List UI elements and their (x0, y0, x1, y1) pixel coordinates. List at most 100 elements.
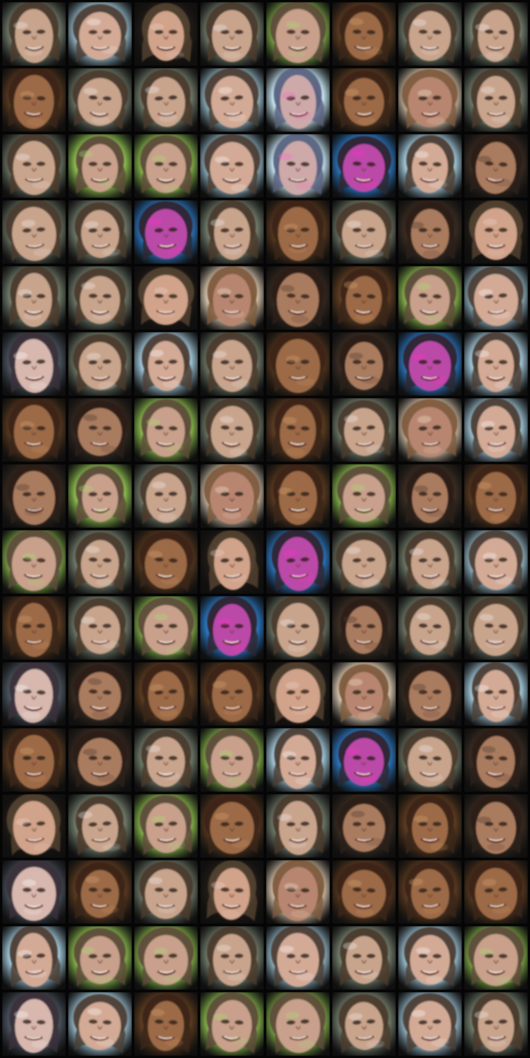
face-tile (398, 68, 462, 132)
face-tile (68, 530, 132, 594)
face-tile (266, 266, 330, 330)
face-tile (464, 596, 528, 660)
face-tile (2, 728, 66, 792)
face-tile (464, 200, 528, 264)
face-tile (200, 68, 264, 132)
face-tile (398, 728, 462, 792)
face-tile (332, 134, 396, 198)
face-tile (464, 134, 528, 198)
face-tile (134, 398, 198, 462)
face-tile (68, 992, 132, 1056)
face-tile (134, 530, 198, 594)
face-tile (2, 530, 66, 594)
face-tile (68, 596, 132, 660)
face-tile (134, 728, 198, 792)
face-tile (200, 662, 264, 726)
face-tile (2, 134, 66, 198)
face-tile (2, 200, 66, 264)
face-tile (200, 200, 264, 264)
face-tile (266, 728, 330, 792)
face-tile (332, 530, 396, 594)
face-tile (398, 2, 462, 66)
face-tile (332, 860, 396, 924)
face-tile (266, 464, 330, 528)
face-tile (68, 926, 132, 990)
face-tile (464, 860, 528, 924)
face-tile (200, 266, 264, 330)
face-tile (398, 266, 462, 330)
face-tile (134, 134, 198, 198)
face-tile (134, 596, 198, 660)
face-tile (2, 992, 66, 1056)
face-tile (134, 464, 198, 528)
face-tile (266, 68, 330, 132)
face-tile (332, 596, 396, 660)
face-tile (2, 266, 66, 330)
face-tile (464, 662, 528, 726)
face-tile (464, 398, 528, 462)
face-tile (200, 464, 264, 528)
face-tile (68, 200, 132, 264)
face-tile (266, 200, 330, 264)
face-tile (134, 266, 198, 330)
face-tile (266, 134, 330, 198)
face-tile (464, 992, 528, 1056)
face-tile (464, 266, 528, 330)
face-tile (134, 926, 198, 990)
face-tile (200, 398, 264, 462)
face-tile (464, 464, 528, 528)
face-tile (398, 530, 462, 594)
face-tile (200, 2, 264, 66)
face-tile (68, 728, 132, 792)
face-tile (200, 992, 264, 1056)
face-tile (332, 992, 396, 1056)
face-tile (134, 200, 198, 264)
face-tile (68, 68, 132, 132)
face-tile (2, 68, 66, 132)
face-tile (2, 662, 66, 726)
face-tile (2, 926, 66, 990)
face-tile (464, 728, 528, 792)
face-tile (200, 134, 264, 198)
face-tile (68, 398, 132, 462)
face-tile (134, 332, 198, 396)
face-tile (200, 794, 264, 858)
face-tile (2, 2, 66, 66)
face-tile (266, 2, 330, 66)
face-tile (134, 860, 198, 924)
face-tile (332, 266, 396, 330)
face-tile (332, 926, 396, 990)
face-tile (464, 794, 528, 858)
face-tile (332, 200, 396, 264)
face-tile (2, 596, 66, 660)
face-tile (332, 2, 396, 66)
face-tile (332, 464, 396, 528)
face-tile (332, 662, 396, 726)
face-tile (266, 860, 330, 924)
face-tile (2, 794, 66, 858)
face-tile (332, 68, 396, 132)
face-tile (68, 134, 132, 198)
face-tile (398, 464, 462, 528)
face-tile (464, 2, 528, 66)
face-tile (332, 794, 396, 858)
face-tile (2, 332, 66, 396)
face-tile (68, 2, 132, 66)
face-tile (68, 794, 132, 858)
face-tile (398, 860, 462, 924)
face-tile (398, 926, 462, 990)
face-tile (68, 266, 132, 330)
face-tile (266, 992, 330, 1056)
face-tile (398, 662, 462, 726)
face-tile (2, 398, 66, 462)
face-tile (2, 860, 66, 924)
face-tile (200, 728, 264, 792)
face-tile (266, 926, 330, 990)
face-tile (68, 464, 132, 528)
face-tile (134, 794, 198, 858)
face-tile (464, 926, 528, 990)
face-tile (332, 332, 396, 396)
face-tile (464, 332, 528, 396)
face-tile (200, 332, 264, 396)
